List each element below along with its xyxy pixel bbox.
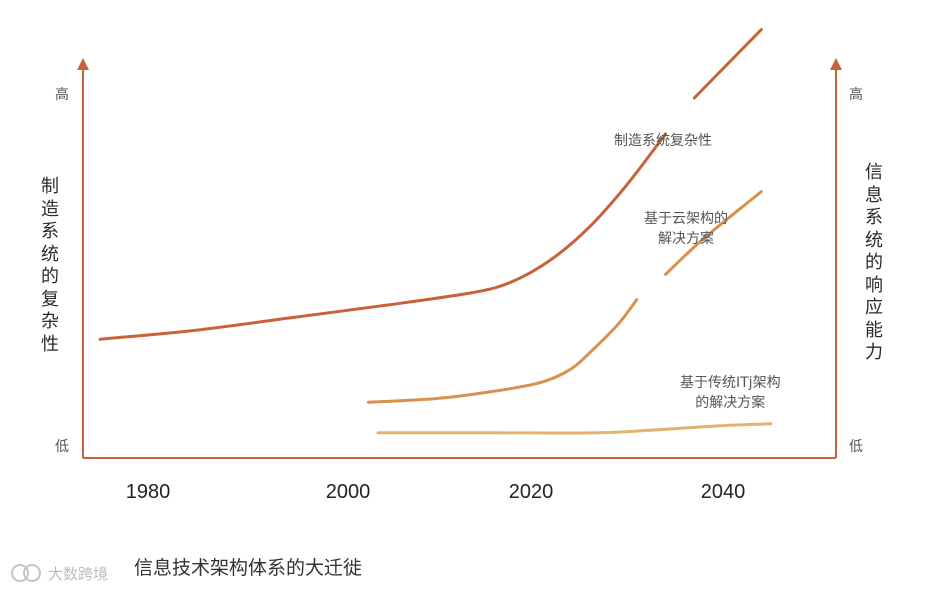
x-tick-label: 2020 [508,481,554,503]
right-low-label: 低 [849,439,863,455]
watermark: 大数跨境 [10,562,108,584]
annotation-line: 的解决方案 [695,395,766,411]
watermark-logo-icon [11,564,41,582]
figure-caption: 信息技术架构体系的大迁徙 [134,557,363,579]
left-axis-title: 制造系统的复杂性 [41,176,59,355]
right-axis-title: 信息系统的响应能力 [865,162,883,363]
x-tick-label: 1980 [125,481,171,503]
right-y-axis-arrow-icon [830,58,842,70]
left-low-label: 低 [55,439,69,455]
left-y-axis-arrow-icon [77,58,89,70]
annotation-line: 基于传统ITj架构 [680,375,781,391]
annotation-manufacturing-complexity: 制造系统复杂性 [614,133,712,149]
left-high-label: 高 [55,87,69,103]
series-line-1-segment-2 [692,28,763,100]
x-tick-label: 2000 [325,481,371,503]
annotation-line: 解决方案 [658,231,714,247]
annotation-line: 基于云架构的 [644,211,728,227]
annotation-cloud-solution: 基于云架构的 解决方案 [644,209,728,249]
x-tick-label: 2040 [700,481,746,503]
series-line-1-segment-1 [98,132,667,341]
series-line-2-segment-1 [366,298,639,404]
right-high-label: 高 [849,87,863,103]
series-line-2-segment-2 [664,190,763,276]
watermark-text: 大数跨境 [48,564,109,583]
annotation-traditional-it-solution: 基于传统ITj架构 的解决方案 [680,373,781,413]
series-line-3-segment-1 [376,422,773,435]
